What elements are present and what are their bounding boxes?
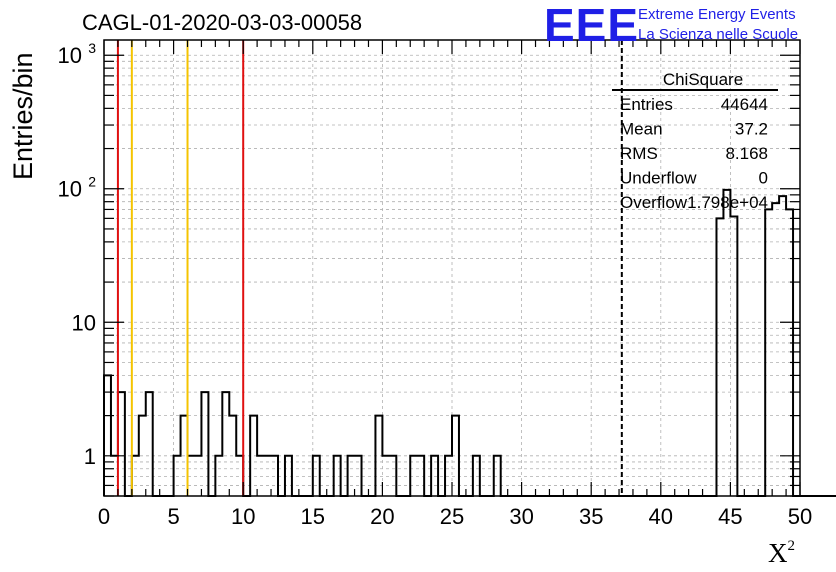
x-tick-label: 45 — [718, 504, 742, 529]
x-tick-label: 15 — [301, 504, 325, 529]
x-axis-label: X2 — [768, 538, 795, 569]
x-axis-label-text: X — [768, 538, 788, 568]
x-axis-label-superscript: 2 — [787, 538, 796, 554]
stats-row-value: 0 — [759, 169, 768, 188]
stats-row-label: Entries — [620, 95, 673, 114]
x-tick-label: 50 — [788, 504, 812, 529]
stats-row-value: 8.168 — [725, 144, 768, 163]
reference-lines — [116, 40, 623, 496]
axis-ticks — [103, 40, 801, 497]
logo-line-1: Extreme Energy Events — [638, 6, 796, 23]
x-tick-label: 10 — [231, 504, 255, 529]
stats-box: ChiSquare Entries 44644 Mean 37.2 RMS 8.168 Und… — [612, 70, 778, 212]
stats-title: ChiSquare — [663, 70, 743, 89]
x-tick-label: 5 — [167, 504, 179, 529]
y-tick-label: 10 — [58, 177, 82, 202]
stats-row-label: RMS — [620, 144, 658, 163]
stats-row-value: 1.798e+04 — [687, 193, 768, 212]
x-tick-label: 0 — [98, 504, 110, 529]
run-title: CAGL-01-2020-03-03-00058 — [82, 10, 363, 35]
grid-lines — [104, 40, 800, 496]
x-tick-label: 30 — [509, 504, 533, 529]
y-tick-label-exponent: 3 — [88, 40, 96, 56]
stats-row-label: Overflow — [620, 193, 688, 212]
stats-row-label: Mean — [620, 120, 663, 139]
stats-row-label: Underflow — [620, 169, 697, 188]
x-tick-label: 40 — [649, 504, 673, 529]
y-tick-label: 10 — [58, 43, 82, 68]
stats-row-value: 44644 — [721, 95, 768, 114]
y-tick-label: 1 — [84, 444, 96, 469]
x-tick-label: 25 — [440, 504, 464, 529]
y-tick-label: 10 — [72, 310, 96, 335]
y-tick-labels: 1 10 10 2 10 3 — [58, 40, 97, 469]
x-tick-label: 35 — [579, 504, 603, 529]
y-tick-label-exponent: 2 — [88, 174, 96, 190]
eee-logo: EEE — [544, 0, 640, 51]
x-tick-labels: 0 5 10 15 20 25 30 35 40 45 50 — [98, 504, 812, 529]
stats-row-value: 37.2 — [735, 120, 768, 139]
y-axis-label: Entries/bin — [8, 52, 38, 180]
x-tick-label: 20 — [370, 504, 394, 529]
logo-line-2: La Scienza nelle Scuole — [638, 26, 799, 43]
